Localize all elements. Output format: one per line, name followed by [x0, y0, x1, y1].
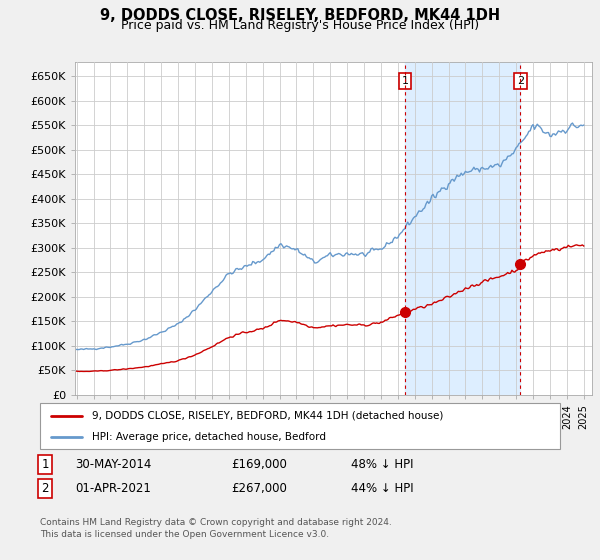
Text: 9, DODDS CLOSE, RISELEY, BEDFORD, MK44 1DH (detached house): 9, DODDS CLOSE, RISELEY, BEDFORD, MK44 1… — [92, 410, 443, 421]
Text: 1: 1 — [41, 458, 49, 471]
Text: 2: 2 — [41, 482, 49, 494]
Text: 9, DODDS CLOSE, RISELEY, BEDFORD, MK44 1DH: 9, DODDS CLOSE, RISELEY, BEDFORD, MK44 1… — [100, 8, 500, 24]
Text: Price paid vs. HM Land Registry's House Price Index (HPI): Price paid vs. HM Land Registry's House … — [121, 19, 479, 32]
Text: Contains HM Land Registry data © Crown copyright and database right 2024.
This d: Contains HM Land Registry data © Crown c… — [40, 518, 392, 539]
Text: 01-APR-2021: 01-APR-2021 — [75, 482, 151, 494]
Text: 48% ↓ HPI: 48% ↓ HPI — [351, 458, 413, 471]
Text: 30-MAY-2014: 30-MAY-2014 — [75, 458, 151, 471]
Text: HPI: Average price, detached house, Bedford: HPI: Average price, detached house, Bedf… — [92, 432, 326, 442]
FancyBboxPatch shape — [40, 403, 560, 449]
Text: £267,000: £267,000 — [231, 482, 287, 494]
Text: 44% ↓ HPI: 44% ↓ HPI — [351, 482, 413, 494]
Bar — [405, 62, 520, 395]
Text: £169,000: £169,000 — [231, 458, 287, 471]
Text: 2: 2 — [517, 76, 524, 86]
Text: 1: 1 — [401, 76, 409, 86]
